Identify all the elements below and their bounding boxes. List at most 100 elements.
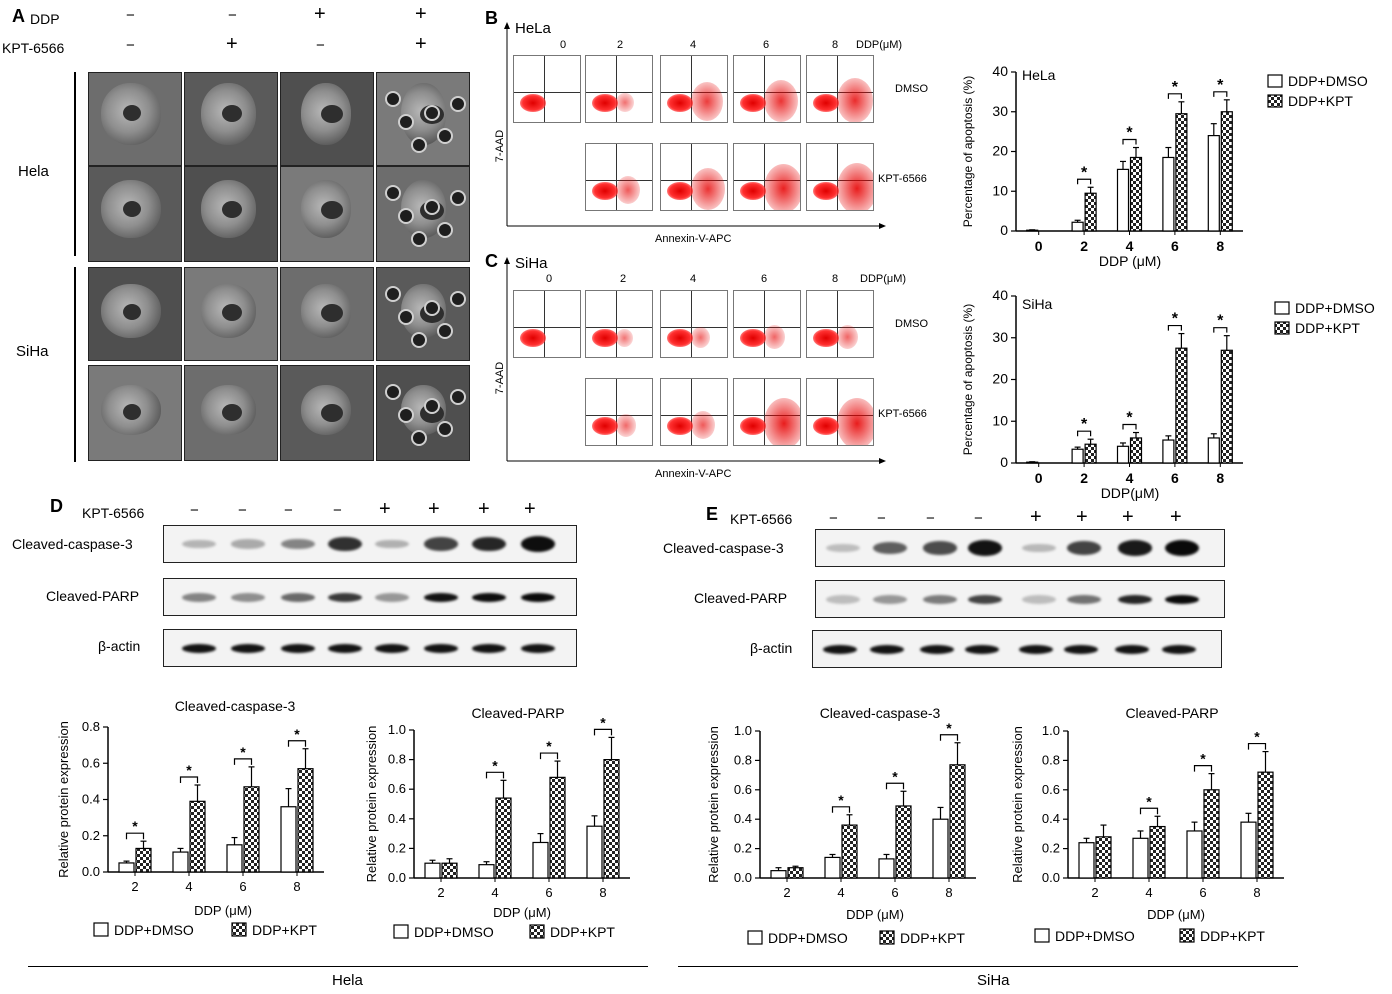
x-axis-label: DDP (μM) (1147, 907, 1205, 922)
em-apoptotic-body (411, 332, 427, 348)
b-dose-8: 8 (832, 39, 839, 51)
significance-star: * (1081, 164, 1088, 181)
c-dose-2: 2 (620, 273, 627, 285)
em-apoptotic-body (424, 300, 440, 316)
blot-band (1118, 594, 1152, 604)
flow-plot-kpt (733, 143, 801, 211)
panel-c-cell: SiHa (515, 255, 548, 272)
significance-star: * (240, 744, 246, 760)
minus-sign: − (974, 510, 983, 527)
legend-label: DDP+DMSO (114, 922, 194, 938)
blot-band (281, 643, 315, 653)
bar-dmso (1162, 156, 1175, 232)
d-kpt-label: KPT-6566 (82, 505, 145, 521)
em-image (376, 365, 470, 461)
x-axis-label: DDP (μM) (493, 905, 551, 920)
em-apoptotic-body (424, 398, 440, 414)
em-nucleus (321, 404, 343, 422)
y-tick-label: 0.6 (1042, 782, 1060, 797)
blot-band (965, 644, 999, 654)
em-apoptotic-body (398, 309, 414, 325)
y-tick-label: 0.0 (388, 870, 406, 885)
em-apoptotic-body (437, 323, 453, 339)
flow-plot-kpt (660, 143, 728, 211)
gate-horizontal (661, 327, 727, 328)
apoptotic-cluster (837, 398, 873, 445)
blot-band (472, 536, 506, 552)
gate-vertical (764, 379, 765, 445)
bar-dmso (1162, 439, 1175, 464)
significance-bracket (125, 832, 145, 840)
em-apoptotic-body (450, 291, 466, 307)
e-row-parp: Cleaved-PARP (694, 590, 788, 606)
e-row-actin: β-actin (750, 640, 793, 656)
blot-band (231, 643, 265, 653)
plus-sign: + (1170, 506, 1182, 528)
live-cluster (520, 94, 546, 112)
significance-star: * (1217, 77, 1224, 94)
live-cluster (667, 329, 693, 347)
ddp-sign-4: + (415, 3, 427, 25)
live-cluster (667, 182, 693, 200)
c-dose-4: 4 (690, 273, 697, 285)
e-kpt-label: KPT-6566 (730, 511, 793, 527)
plus-sign: + (524, 498, 536, 520)
bar-kpt (1149, 825, 1166, 879)
y-tick-label: 0.4 (734, 811, 752, 826)
plus-sign: + (379, 498, 391, 520)
blot-band (968, 594, 1002, 604)
kpt-row-label: KPT-6566 (2, 40, 65, 56)
bar-dmso (1207, 437, 1220, 464)
significance-bracket (1122, 423, 1137, 430)
gate-vertical (691, 144, 692, 210)
x-tick-label: 2 (1091, 885, 1098, 900)
c-dose-8: 8 (832, 273, 839, 285)
blot-strip (163, 578, 577, 616)
legend-swatch-kpt (1267, 94, 1283, 108)
d-row-actin: β-actin (98, 638, 141, 654)
flow-plot-kpt (733, 378, 801, 446)
significance-bracket (593, 728, 613, 736)
em-nucleus (222, 105, 242, 122)
blot-band (1064, 644, 1098, 654)
y-tick-label: 0.4 (82, 792, 100, 807)
live-cluster (667, 417, 693, 435)
em-hela-label: Hela (18, 163, 49, 180)
significance-bracket (1076, 430, 1092, 437)
bar-dmso (118, 862, 135, 873)
em-image (88, 72, 182, 166)
panel-c-label: C (485, 251, 498, 271)
em-apoptotic-body (450, 190, 466, 206)
x-tick-label: 6 (1199, 885, 1206, 900)
flow-plot-dmso (806, 55, 874, 123)
x-tick-label: 8 (945, 885, 952, 900)
legend-label: DDP+DMSO (1295, 300, 1375, 316)
blot-band (1067, 541, 1101, 555)
significance-star: * (492, 757, 498, 773)
x-tick-label: 2 (131, 879, 138, 894)
y-axis-label: Relative protein expression (706, 726, 721, 883)
em-image (280, 365, 374, 461)
gate-vertical (544, 56, 545, 122)
b-dose-0: 0 (560, 39, 567, 51)
b-dose-2: 2 (617, 39, 624, 51)
x-tick-label: 2 (783, 885, 790, 900)
y-tick-label: 1.0 (734, 723, 752, 738)
bar-kpt (243, 786, 260, 873)
legend-label: DDP+KPT (900, 930, 965, 946)
significance-star: * (1146, 793, 1152, 809)
significance-star: * (1217, 313, 1224, 330)
em-apoptotic-body (398, 208, 414, 224)
y-tick-label: 0.2 (734, 841, 752, 856)
minus-sign: − (190, 502, 199, 519)
legend-label: DDP+KPT (1288, 93, 1353, 109)
significance-star: * (946, 720, 952, 736)
y-axis-label: Percentage of apoptosis (%) (961, 304, 975, 455)
em-siha-label: SiHa (16, 343, 49, 360)
footer-hela: Hela (332, 972, 363, 989)
blot-band (472, 643, 506, 653)
bar-kpt (135, 847, 152, 873)
minus-sign: − (877, 510, 886, 527)
y-tick-label: 30 (992, 329, 1008, 345)
apoptotic-cluster (616, 414, 636, 437)
